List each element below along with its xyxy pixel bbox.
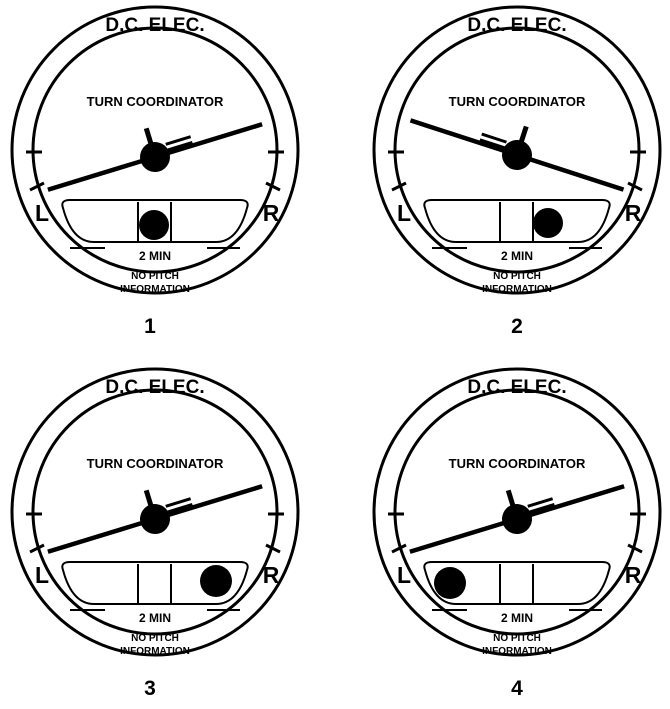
- pitch-info-line-1: NO PITCH: [131, 271, 179, 282]
- rate-label: 2 MIN: [501, 611, 533, 625]
- instrument-number: 1: [144, 315, 156, 338]
- inclinometer-ball: [200, 565, 232, 597]
- standard-rate-mark-right: [265, 543, 281, 554]
- instrument-title: TURN COORDINATOR: [87, 94, 224, 109]
- instrument-bezel: [372, 367, 662, 657]
- pitch-info-line-2: INFORMATION: [120, 284, 190, 295]
- left-turn-mark: L: [35, 562, 49, 588]
- airplane-tail: [481, 132, 507, 144]
- airplane-tail: [529, 503, 555, 514]
- rate-label: 2 MIN: [139, 611, 171, 625]
- standard-rate-mark-right: [627, 181, 643, 192]
- right-turn-mark: R: [625, 562, 642, 588]
- miniature-airplane: [47, 484, 263, 554]
- instrument-bezel: [10, 367, 300, 657]
- airplane-tail: [165, 497, 192, 508]
- instrument-number: 2: [511, 315, 523, 338]
- right-turn-mark: R: [625, 200, 642, 226]
- airplane-fuselage: [502, 140, 532, 170]
- pitch-info-line-2: INFORMATION: [482, 284, 552, 295]
- airplane-tail: [165, 135, 192, 146]
- instrument-bezel: [372, 5, 662, 295]
- right-turn-mark: R: [263, 200, 280, 226]
- power-label: D.C. ELEC.: [467, 15, 566, 36]
- standard-rate-mark-left: [391, 543, 407, 554]
- miniature-airplane: [47, 122, 263, 192]
- standard-rate-mark-right: [265, 181, 281, 192]
- inclinometer-tube: [61, 561, 249, 605]
- left-turn-mark: L: [397, 200, 411, 226]
- instrument-1: D.C. ELEC. TURN COORDINATOR L R 2 MIN NO…: [10, 5, 300, 338]
- instrument-title: TURN COORDINATOR: [449, 456, 586, 471]
- instrument-2: D.C. ELEC. TURN COORDINATOR L R 2 MIN NO…: [372, 5, 662, 338]
- airplane-tail: [167, 141, 193, 152]
- instrument-dial: [31, 26, 279, 274]
- airplane-fuselage: [140, 142, 170, 172]
- pitch-info-line-2: INFORMATION: [120, 646, 190, 657]
- instrument-4: D.C. ELEC. TURN COORDINATOR L R 2 MIN NO…: [372, 367, 662, 700]
- instrument-title: TURN COORDINATOR: [87, 456, 224, 471]
- standard-rate-mark-left: [29, 543, 45, 554]
- instrument-3: D.C. ELEC. TURN COORDINATOR L R 2 MIN NO…: [10, 367, 300, 700]
- power-label: D.C. ELEC.: [105, 377, 204, 398]
- airplane-tail: [167, 503, 193, 514]
- rate-label: 2 MIN: [501, 249, 533, 263]
- instrument-number: 3: [144, 677, 156, 700]
- inclinometer-ball: [434, 567, 466, 599]
- standard-rate-mark-left: [391, 181, 407, 192]
- inclinometer-ball: [533, 208, 563, 238]
- pitch-info-line-2: INFORMATION: [482, 646, 552, 657]
- power-label: D.C. ELEC.: [105, 15, 204, 36]
- airplane-fuselage: [502, 504, 532, 534]
- inclinometer-ball: [139, 210, 169, 240]
- standard-rate-mark-right: [627, 543, 643, 554]
- pitch-info-line-1: NO PITCH: [493, 271, 541, 282]
- pitch-info-line-1: NO PITCH: [131, 633, 179, 644]
- instrument-dial: [393, 388, 641, 636]
- inclinometer-tube: [423, 561, 611, 605]
- airplane-fuselage: [140, 504, 170, 534]
- left-turn-mark: L: [35, 200, 49, 226]
- pitch-info-line-1: NO PITCH: [493, 633, 541, 644]
- inclinometer-tube: [423, 199, 611, 243]
- left-turn-mark: L: [397, 562, 411, 588]
- instrument-dial: [31, 388, 279, 636]
- right-turn-mark: R: [263, 562, 280, 588]
- power-label: D.C. ELEC.: [467, 377, 566, 398]
- instrument-number: 4: [511, 677, 523, 700]
- rate-label: 2 MIN: [139, 249, 171, 263]
- miniature-airplane: [409, 484, 625, 554]
- instrument-dial: [393, 26, 641, 274]
- airplane-tail: [479, 138, 506, 150]
- instrument-title: TURN COORDINATOR: [449, 94, 586, 109]
- standard-rate-mark-left: [29, 181, 45, 192]
- miniature-airplane: [409, 118, 625, 192]
- airplane-tail: [527, 497, 554, 508]
- instrument-bezel: [10, 5, 300, 295]
